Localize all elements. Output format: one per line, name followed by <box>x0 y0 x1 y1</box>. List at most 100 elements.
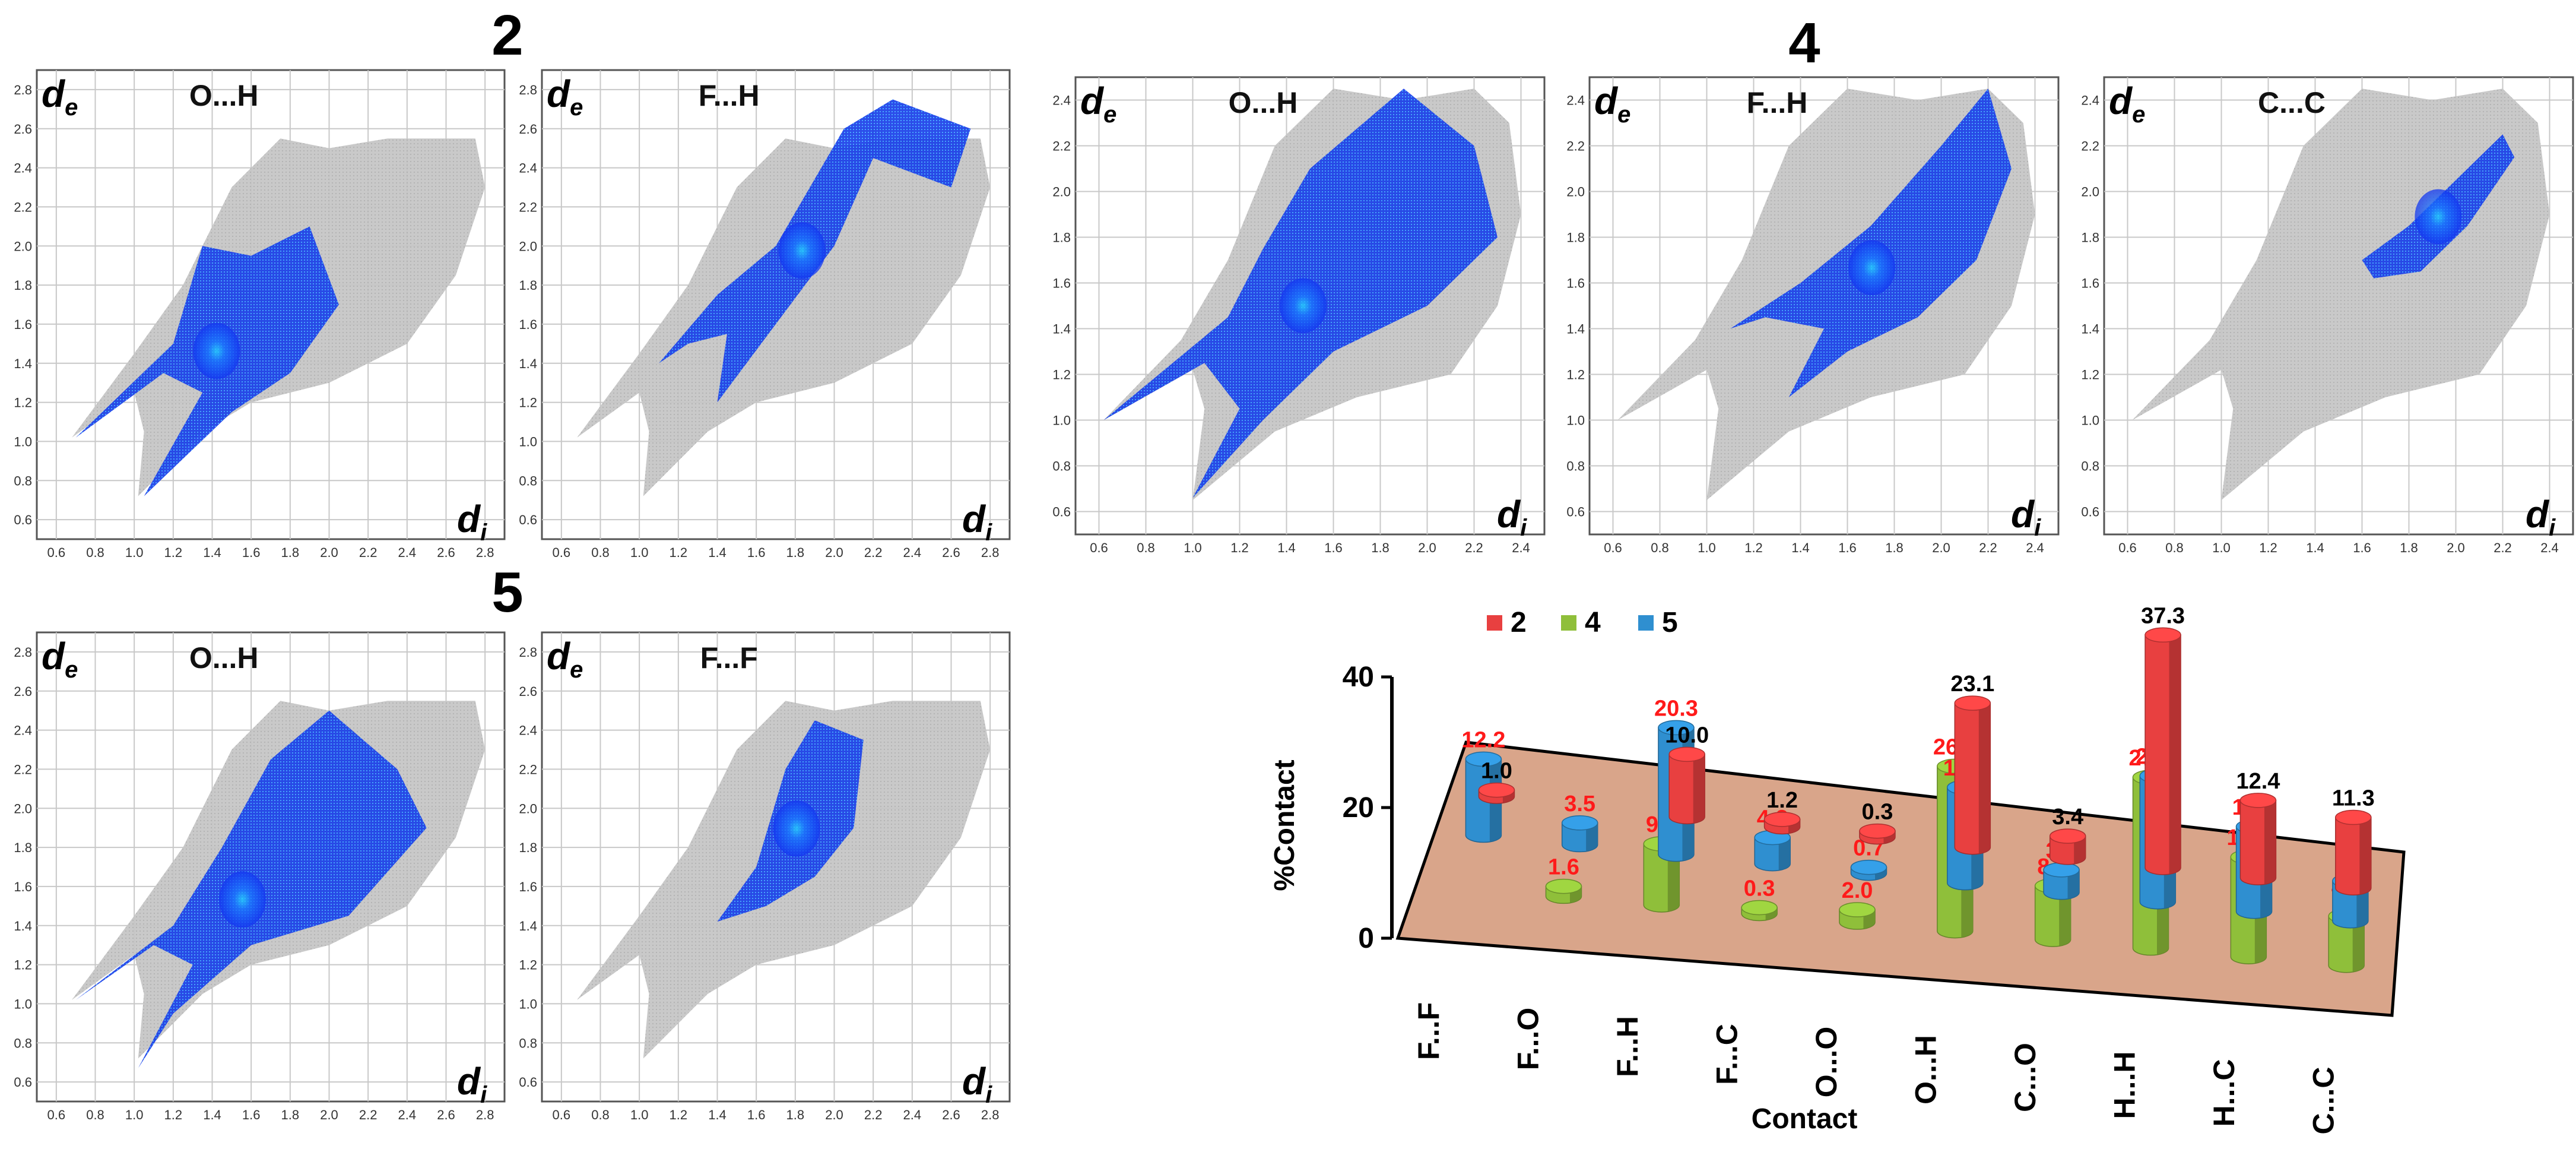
x-tick-label: 1.0 <box>125 1107 144 1122</box>
cylinder-shade <box>2169 635 2181 874</box>
y-tick-label: 2.4 <box>1566 93 1585 108</box>
category-label: O...O <box>1810 1027 1843 1097</box>
x-tick-label: 1.0 <box>1698 540 1716 555</box>
data-label: 1.0 <box>1481 759 1512 784</box>
data-label: 3.5 <box>1564 792 1595 816</box>
data-label: 20.3 <box>1654 696 1698 721</box>
y-tick-label: 2.8 <box>14 83 32 97</box>
y-tick-label: 2.6 <box>519 684 537 699</box>
data-label: 0.3 <box>1744 876 1775 901</box>
y-tick-label: 2.0 <box>519 239 537 254</box>
di-axis-label: di <box>457 498 487 546</box>
legend-swatch <box>1638 615 1654 631</box>
y-tick-label: 2.0 <box>14 801 32 816</box>
y-tick-label: 2.2 <box>14 762 32 777</box>
fingerprint-panel-1: 0.6 0.6 0.8 0.8 1.0 1.0 1.2 1.2 1.4 1.4 1.6 1.6 1.8 1… <box>14 69 506 560</box>
x-tick-label: 2.0 <box>320 545 338 560</box>
legend-label: 4 <box>1585 607 1601 638</box>
x-tick-label: 1.6 <box>1324 540 1343 555</box>
cylinder-cap <box>1954 695 1991 711</box>
legend-item-5: 5 <box>1638 607 1678 638</box>
di-axis-label: di <box>2526 493 2556 541</box>
y-tick-label: 1.8 <box>1052 230 1071 245</box>
y-tick-label: 1.8 <box>2081 230 2099 245</box>
y-tick-label: 0.6 <box>1052 505 1071 520</box>
y-tick-label: 0.6 <box>14 512 32 527</box>
fingerprint-panel-4: 0.6 0.6 0.8 0.8 1.0 1.0 1.2 1.2 1.4 1.4 1.6 1.6 1.8 1… <box>1566 76 2060 555</box>
cylinder-cap <box>1839 902 1876 917</box>
x-tick-label: 1.4 <box>1277 540 1296 555</box>
x-tick-label: 2.0 <box>320 1107 338 1122</box>
x-tick-label: 0.8 <box>1137 540 1155 555</box>
di-axis-label: di <box>962 1060 992 1108</box>
x-tick-label: 1.6 <box>242 545 261 560</box>
cylinder-shade <box>2264 800 2276 884</box>
cylinder-shade <box>1693 754 1705 824</box>
bar-2-8: 12.4 <box>2236 769 2280 885</box>
x-tick-label: 2.6 <box>942 545 960 560</box>
density-core <box>193 322 240 379</box>
x-tick-label: 1.0 <box>125 545 144 560</box>
x-tick-label: 1.8 <box>786 545 805 560</box>
y-tick-label: 0.6 <box>519 512 537 527</box>
x-tick-label: 1.8 <box>2400 540 2418 555</box>
y-tick-label: 2.2 <box>519 762 537 777</box>
x-tick-label: 1.0 <box>1184 540 1202 555</box>
x-tick-label: 1.2 <box>2259 540 2277 555</box>
y-tick-label: 1.2 <box>519 395 537 410</box>
panel-title: F...F <box>700 641 758 675</box>
cylinder-cap <box>1741 900 1778 916</box>
data-label: 11.3 <box>2332 786 2375 811</box>
category-label: H...H <box>2108 1052 2141 1119</box>
x-tick-label: 1.8 <box>281 1107 300 1122</box>
y-tick-label: 1.4 <box>519 919 537 933</box>
x-tick-label: 0.6 <box>47 545 66 560</box>
y-tick-label: 1.6 <box>14 317 32 332</box>
cylinder-shade <box>1778 837 1791 871</box>
di-axis-label: di <box>457 1060 487 1108</box>
x-tick-label: 2.4 <box>2026 540 2044 555</box>
y-tick-label: 1.4 <box>1052 322 1071 337</box>
y-tick-label: 1.8 <box>14 278 32 293</box>
y-tick-label: 1.6 <box>14 879 32 894</box>
panel-title: O...H <box>189 641 259 675</box>
cylinder-cap <box>1658 720 1695 736</box>
x-tick-label: 0.6 <box>2118 540 2137 555</box>
y-tick-label: 0.8 <box>1566 459 1585 474</box>
y-tick-label: 2.6 <box>14 122 32 137</box>
category-label: H...C <box>2207 1059 2241 1127</box>
x-tick-label: 2.0 <box>825 1107 843 1122</box>
bar-2-7: 37.3 <box>2141 603 2185 875</box>
y-tick-label: 1.8 <box>519 278 537 293</box>
fingerprint-panel-6: 0.6 0.6 0.8 0.8 1.0 1.0 1.2 1.2 1.4 1.4 1.6 1.6 1.8 1… <box>14 631 506 1122</box>
data-label: 10.0 <box>1665 723 1709 748</box>
category-label: C...O <box>2009 1043 2042 1112</box>
data-label: 12.2 <box>1461 727 1505 752</box>
y-tick-label: 0 <box>1358 923 1374 954</box>
y-tick-label: 2.4 <box>2081 93 2099 108</box>
panel-title: F...H <box>1747 86 1808 119</box>
x-tick-label: 1.6 <box>1838 540 1857 555</box>
legend-item-4: 4 <box>1561 607 1601 638</box>
category-label: F...O <box>1511 1008 1544 1071</box>
bar-4-4: 2.0 <box>1839 878 1876 930</box>
x-tick-label: 2.0 <box>1932 540 1950 555</box>
y-tick-label: 0.6 <box>519 1075 537 1090</box>
x-tick-label: 1.4 <box>1791 540 1810 555</box>
y-tick-label: 0.8 <box>1052 459 1071 474</box>
de-axis-label: de <box>42 72 78 121</box>
legend-swatch <box>1487 615 1502 631</box>
y-tick-label: 1.6 <box>2081 276 2099 291</box>
fingerprint-panel-2: 0.6 0.6 0.8 0.8 1.0 1.0 1.2 1.2 1.4 1.4 1.6 1.6 1.8 1… <box>519 69 1011 560</box>
y-tick-label: 1.2 <box>1052 368 1071 382</box>
x-tick-label: 2.2 <box>2493 540 2512 555</box>
density-core <box>2415 189 2462 245</box>
y-tick-label: 1.8 <box>14 840 32 855</box>
bar-5-1: 3.5 <box>1561 792 1598 853</box>
x-tick-label: 0.8 <box>591 545 610 560</box>
x-tick-label: 2.4 <box>398 1107 417 1122</box>
y-tick-label: 0.8 <box>14 1036 32 1050</box>
fingerprint-panel-7: 0.6 0.6 0.8 0.8 1.0 1.0 1.2 1.2 1.4 1.4 1.6 1.6 1.8 1… <box>519 631 1011 1122</box>
x-tick-label: 1.2 <box>670 545 688 560</box>
